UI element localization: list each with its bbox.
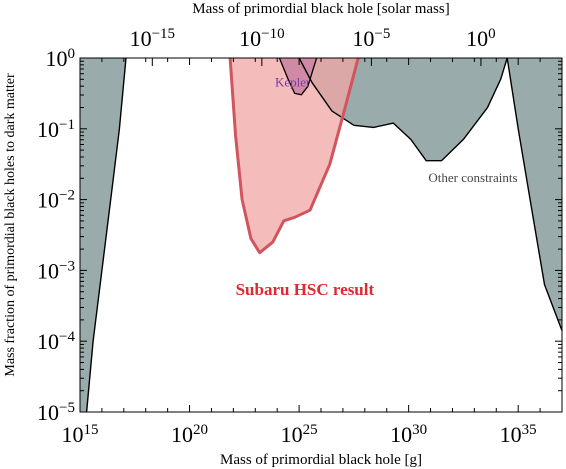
x2-tick-label: 10−15 [130,26,175,51]
x2-tick-label: 100 [466,26,496,51]
annotation-other-constraints: Other constraints [428,170,517,185]
region-fills [80,58,562,412]
x-tick-label: 1015 [62,422,99,447]
y-tick-label: 10−1 [37,117,75,142]
x2-axis-label: Mass of primordial black hole [solar mas… [192,1,449,17]
y-tick-label: 100 [46,46,76,71]
kepler-curve [278,57,318,96]
other-constraints-region [507,58,562,412]
other-constraints-region [80,58,126,412]
y-tick-label: 10−2 [37,188,75,213]
x-tick-label: 1025 [281,422,318,447]
region-outlines [85,57,563,413]
subaru-hsc-region [230,58,359,253]
x-tick-label: 1020 [171,422,208,447]
y-tick-label: 10−3 [37,258,75,283]
annotation-subaru-hsc-result: Subaru HSC result [236,280,375,299]
annotation-kepler: Kepler [275,74,311,89]
y-axis-label: Mass fraction of primordial black holes … [3,73,18,377]
x2-tick-label: 10−5 [352,26,390,51]
other-constraints-curve [298,57,508,162]
x2-tick-label: 10−10 [239,26,284,51]
y-tick-label: 10−5 [37,400,75,425]
y-tick-label: 10−4 [37,329,75,354]
subaru-hsc-curve [228,57,360,255]
other-constraints-curve [506,57,563,331]
other-constraints-curve [85,57,127,413]
x-tick-label: 1030 [390,422,427,447]
x-axis-label: Mass of primordial black hole [g] [220,452,422,468]
axis-ticks: 1015 1020 1025 1030 1035 10−15 10−10 10−5 100 10−… [37,26,563,447]
x-tick-label: 1035 [500,422,537,447]
region-labels: Kepler Other constraints Subaru HSC result [236,74,518,299]
